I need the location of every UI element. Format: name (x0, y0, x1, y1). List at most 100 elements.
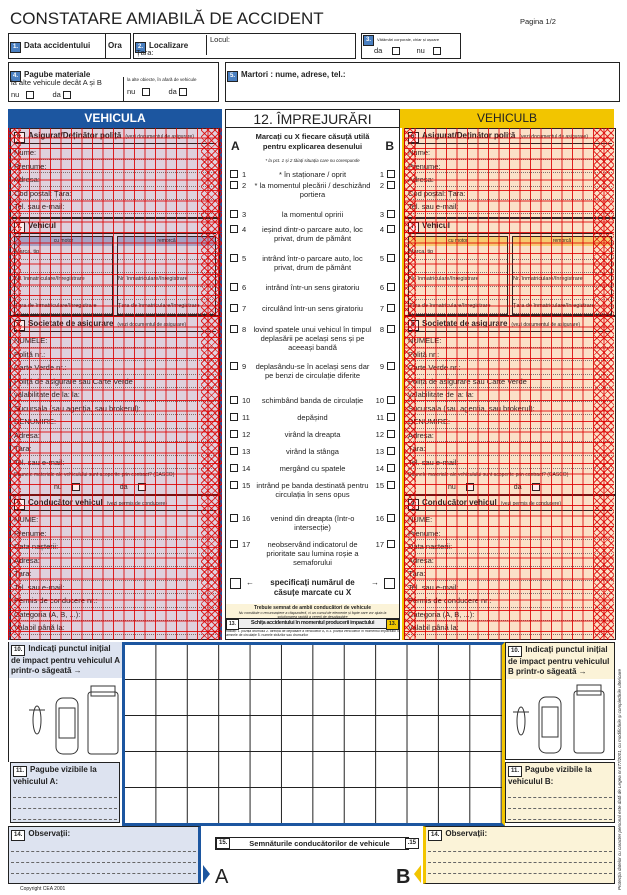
circumstance-b-checkbox[interactable] (387, 447, 395, 455)
section-11-a[interactable]: 11. Pagube vizibile la vehiculul A: (10, 762, 120, 823)
circumstance-b-checkbox[interactable] (387, 170, 395, 178)
insurer-field[interactable]: Țara: (408, 442, 612, 456)
driver-field[interactable]: Prenume: (14, 527, 216, 540)
insured-field[interactable]: Cod poștal: Țara: (14, 187, 216, 200)
driver-field[interactable]: Tel. sau e-mail: (408, 581, 612, 594)
insurer-field[interactable]: Poliță nr.: (14, 348, 216, 361)
driver-field[interactable]: Permis de conducere nr.: (408, 594, 612, 608)
circumstance-a-checkbox[interactable] (230, 396, 238, 404)
insurer-field[interactable]: DENUMIRE: (408, 415, 612, 429)
signature-b-label[interactable]: B (396, 866, 411, 888)
circumstance-a-checkbox[interactable] (230, 225, 238, 233)
insurer-field[interactable]: Tel. sau e-mail: (408, 456, 612, 469)
other-vehicles-yes-checkbox[interactable] (62, 91, 71, 100)
driver-field[interactable]: Prenume: (408, 527, 612, 540)
circumstance-b-checkbox[interactable] (387, 225, 395, 233)
vehicle-field[interactable] (513, 260, 611, 273)
circumstance-a-checkbox[interactable] (230, 283, 238, 291)
other-objects-no-checkbox[interactable] (142, 88, 151, 97)
insurer-field[interactable]: Sucursala (sau agenția, sau brokerul): (14, 402, 216, 415)
section-11-b[interactable]: 11. Pagube vizibile la vehiculul B: (505, 762, 615, 823)
vehicle-field[interactable] (409, 287, 507, 300)
circumstance-a-checkbox[interactable] (230, 181, 238, 189)
circumstance-a-checkbox[interactable] (230, 210, 238, 218)
insurer-field[interactable]: Daunele materiale ale vehiculului sunt a… (408, 472, 569, 478)
vehicle-field[interactable] (15, 260, 112, 273)
accident-sketch-grid[interactable] (122, 642, 505, 826)
insurer-field[interactable]: Adresa: (408, 429, 612, 442)
casco-yes-checkbox[interactable] (531, 482, 540, 491)
insured-field[interactable]: Adresa: (14, 173, 216, 187)
driver-field[interactable]: Valabil până la: (14, 621, 216, 635)
circumstance-b-checkbox[interactable] (387, 210, 395, 218)
driver-field[interactable]: Permis de conducere nr.: (14, 594, 216, 608)
circumstance-b-checkbox[interactable] (387, 304, 395, 312)
vehicle-field[interactable] (118, 246, 215, 260)
circumstance-a-checkbox[interactable] (230, 325, 238, 333)
vehicle-field[interactable] (118, 287, 215, 300)
vehicle-field[interactable] (513, 287, 611, 300)
insured-field[interactable]: Tel. sau e-mail: (408, 200, 612, 214)
vehicle-field[interactable]: Nr. înmatriculare/înregistrare (513, 273, 611, 287)
circumstance-b-checkbox[interactable] (387, 430, 395, 438)
circumstance-b-checkbox[interactable] (387, 413, 395, 421)
section-14-b[interactable]: 14. Observații: (423, 826, 615, 884)
vehicle-field[interactable] (513, 246, 611, 260)
circumstance-a-checkbox[interactable] (230, 464, 238, 472)
vehicle-field[interactable]: Țara de înmatriculare/înregistrare (118, 300, 215, 314)
circumstance-a-checkbox[interactable] (230, 540, 238, 548)
vehicle-field[interactable] (15, 287, 112, 300)
vehicle-field[interactable]: Nr. înmatriculare/înregistrare (15, 273, 112, 287)
insurer-field[interactable]: Tel. sau e-mail: (14, 456, 216, 469)
driver-field[interactable]: Categoria (A, B, ...): (14, 608, 216, 621)
signature-a-label[interactable]: A (215, 866, 229, 888)
insurer-field[interactable]: Carte Verde nr.: (14, 361, 216, 375)
section-10-b[interactable]: 10. Indicați punctul inițial de impact pe… (505, 642, 615, 760)
driver-field[interactable]: Adresa: (14, 554, 216, 567)
insurer-field[interactable]: Carte Verde nr.: (408, 361, 612, 375)
insured-field[interactable]: Adresa: (408, 173, 612, 187)
section-5-witnesses[interactable]: 5. Martori : nume, adrese, tel.: (225, 62, 620, 102)
vehicle-field[interactable]: Nr. înmatriculare/înregistrare (118, 273, 215, 287)
circumstance-b-checkbox[interactable] (387, 325, 395, 333)
insured-field[interactable]: Prenume: (408, 160, 612, 173)
driver-field[interactable]: Valabil până la: (408, 621, 612, 635)
driver-field[interactable]: Adresa: (408, 554, 612, 567)
vehicle-field[interactable]: Marca, tip (409, 246, 507, 260)
circumstance-a-checkbox[interactable] (230, 514, 238, 522)
insurer-field[interactable]: Adresa: (14, 429, 216, 442)
circumstance-b-checkbox[interactable] (387, 540, 395, 548)
driver-field[interactable]: Tel. sau e-mail: (14, 581, 216, 594)
casco-no-checkbox[interactable] (465, 482, 474, 491)
injuries-no-checkbox[interactable] (432, 47, 441, 56)
count-a-box[interactable] (230, 578, 241, 589)
circumstance-b-checkbox[interactable] (387, 362, 395, 370)
other-objects-yes-checkbox[interactable] (178, 88, 187, 97)
insured-field[interactable]: Prenume: (14, 160, 216, 173)
vehicle-field[interactable]: Țara de înmatriculare/înregistrare (15, 300, 112, 314)
driver-field[interactable]: NUME: (408, 513, 612, 527)
circumstance-b-checkbox[interactable] (387, 254, 395, 262)
vehicle-field[interactable]: Țara de înmatriculare/înregistrare (409, 300, 507, 314)
vehicle-field[interactable]: Țara de înmatriculare/înregistrare (513, 300, 611, 314)
driver-field[interactable]: Țara: (14, 567, 216, 581)
insurer-field[interactable]: Poliță de asigurare sau Carte Verde (408, 375, 612, 388)
circumstance-a-checkbox[interactable] (230, 430, 238, 438)
driver-field[interactable]: NUME: (14, 513, 216, 527)
circumstance-a-checkbox[interactable] (230, 362, 238, 370)
circumstance-a-checkbox[interactable] (230, 170, 238, 178)
count-b-box[interactable] (384, 578, 395, 589)
circumstance-a-checkbox[interactable] (230, 413, 238, 421)
driver-field[interactable]: Țara: (408, 567, 612, 581)
circumstance-b-checkbox[interactable] (387, 283, 395, 291)
driver-field[interactable]: Data nașterii: (14, 540, 216, 554)
circumstance-a-checkbox[interactable] (230, 447, 238, 455)
insured-field[interactable]: Nume: (408, 146, 612, 160)
insured-field[interactable]: Nume: (14, 146, 216, 160)
circumstance-b-checkbox[interactable] (387, 514, 395, 522)
driver-field[interactable]: Categoria (A, B, ...): (408, 608, 612, 621)
section-10-a[interactable]: 10. Indicați punctul inițial de impact pe… (8, 642, 122, 762)
vehicle-field[interactable] (409, 260, 507, 273)
insurer-field[interactable]: Țara: (14, 442, 216, 456)
casco-no-checkbox[interactable] (71, 482, 80, 491)
